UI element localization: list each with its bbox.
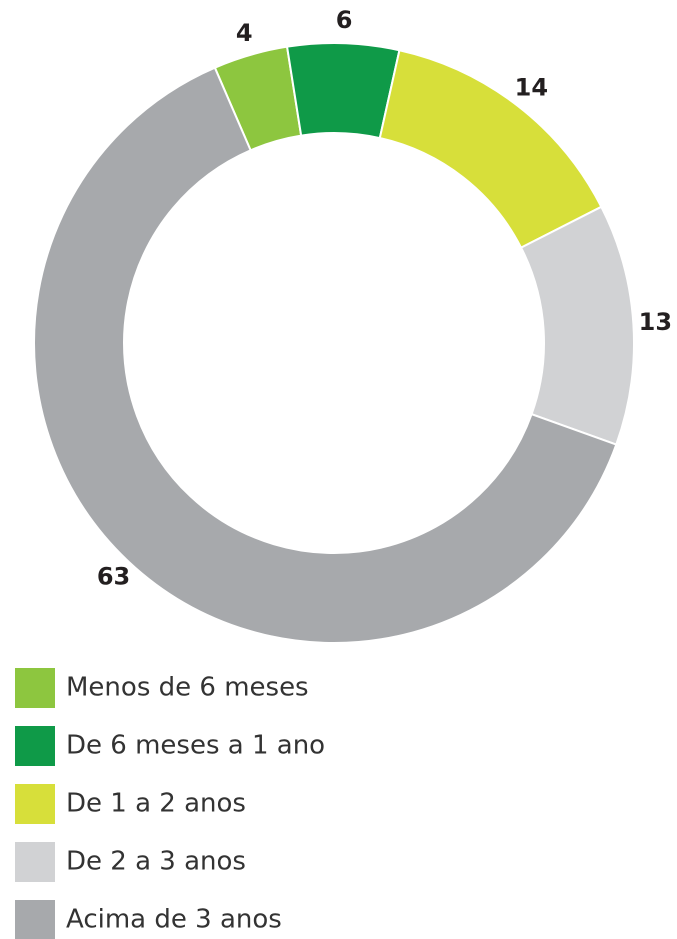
legend-label: Menos de 6 meses — [66, 673, 309, 703]
value-label: 6 — [336, 6, 353, 34]
value-label: 4 — [236, 19, 253, 47]
donut-segment — [378, 49, 603, 250]
value-label: 14 — [515, 74, 548, 102]
legend-label: De 6 meses a 1 ano — [66, 731, 325, 761]
value-label: 13 — [639, 308, 672, 336]
legend-swatch — [15, 784, 55, 824]
legend-label: De 1 a 2 anos — [66, 789, 246, 819]
legend-swatch — [15, 842, 55, 882]
donut-segment — [33, 66, 618, 644]
value-label: 63 — [97, 563, 130, 591]
legend-swatch — [15, 900, 55, 939]
legend-label: De 2 a 3 anos — [66, 847, 246, 877]
donut-segment — [519, 205, 635, 446]
legend-label: Acima de 3 anos — [66, 905, 282, 935]
legend-swatch — [15, 726, 55, 766]
legend-swatch — [15, 668, 55, 708]
